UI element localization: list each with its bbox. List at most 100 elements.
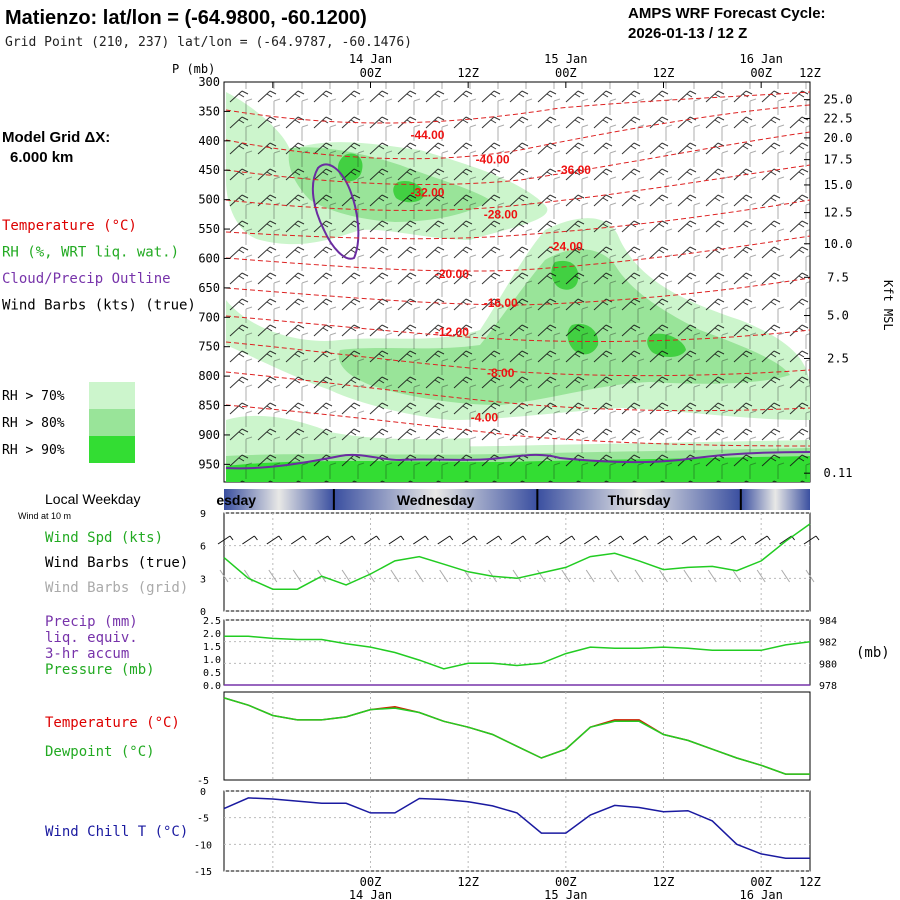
wind-barb-grid bbox=[463, 569, 473, 583]
height-tick-label: 12.5 bbox=[824, 206, 853, 220]
height-tick-label: 7.5 bbox=[827, 270, 849, 284]
isotherm-label: -8.00 bbox=[487, 366, 515, 380]
forecast-label: AMPS WRF Forecast Cycle: bbox=[628, 5, 826, 22]
pressure-tick-label: 980 bbox=[819, 659, 837, 670]
wind-speed-line bbox=[223, 523, 811, 590]
bottom-hour-label: 12Z bbox=[457, 875, 479, 889]
bottom-hour-label: 00Z bbox=[750, 875, 772, 889]
height-tick-label: 20.0 bbox=[824, 131, 853, 145]
wind-barb-grid bbox=[561, 569, 571, 583]
weekday-band bbox=[740, 489, 810, 510]
wind-chill-line bbox=[223, 797, 810, 859]
panel-label: Wind Spd (kts) bbox=[45, 530, 163, 546]
top-time-axis: 00Z 12Z 00Z 12Z 00Z 12Z 14 Jan 15 Jan 16 Jan bbox=[349, 52, 821, 80]
wind-barb-grid bbox=[781, 569, 790, 583]
pressure-tick-label: 982 bbox=[819, 638, 837, 649]
bottom-hour-label: 00Z bbox=[360, 875, 382, 889]
precip-tick-label: 1.0 bbox=[203, 655, 221, 666]
forecast-cycle: 2026-01-13 / 12 Z bbox=[628, 25, 747, 42]
isotherm-label: -40.00 bbox=[476, 153, 510, 167]
pressure-axis-label: P (mb) bbox=[172, 62, 215, 76]
weekday-band bbox=[537, 489, 741, 510]
wind-barb-grid bbox=[634, 569, 644, 583]
height-tick-label: 15.0 bbox=[824, 178, 853, 192]
bottom-hour-label: 12Z bbox=[799, 875, 821, 889]
weekday-band bbox=[224, 489, 334, 510]
pressure-tick-label: 550 bbox=[198, 222, 220, 236]
wind-barb bbox=[364, 535, 380, 545]
panel-label: Pressure (mb) bbox=[45, 662, 155, 678]
wind-barb bbox=[461, 535, 478, 545]
height-tick-label: 17.5 bbox=[824, 153, 853, 167]
cross-section-legend: Temperature (°C) RH (%, WRT liq. wat.) Clo… bbox=[2, 218, 196, 314]
isotherm-label: -16.00 bbox=[484, 296, 518, 310]
panel-label: Wind Barbs (true) bbox=[45, 555, 188, 571]
rh-label: RH > 90% bbox=[2, 443, 65, 458]
wind-barb bbox=[413, 535, 429, 545]
height-tick-label: 5.0 bbox=[827, 309, 849, 323]
precip-tick-label: 0.5 bbox=[203, 668, 221, 679]
height-tick-label: 0.11 bbox=[824, 466, 853, 480]
legend-item: Temperature (°C) bbox=[2, 218, 137, 234]
top-hour-label: 00Z bbox=[360, 66, 382, 80]
panel-frame bbox=[223, 512, 811, 612]
weekday-band bbox=[333, 489, 538, 510]
pressure-unit: (mb) bbox=[856, 645, 890, 661]
isotherm-label: -28.00 bbox=[484, 207, 518, 221]
wind-barb bbox=[217, 535, 234, 545]
bottom-time-axis: 00Z 12Z 00Z 12Z 00Z 12Z 14 Jan 15 Jan 16 Jan bbox=[349, 875, 821, 900]
isotherm-label: -4.00 bbox=[471, 410, 499, 424]
isotherm-label: -44.00 bbox=[410, 128, 444, 142]
wind-barb-grid bbox=[659, 569, 668, 583]
wind-barb bbox=[559, 535, 576, 545]
grid-point: Grid Point (210, 237) lat/lon = (-64.978… bbox=[5, 35, 412, 50]
pressure-tick-label: 350 bbox=[198, 104, 220, 118]
wind-barb-grid bbox=[292, 569, 302, 583]
wind-barb-grid bbox=[341, 569, 351, 583]
pressure-tick-label: 950 bbox=[198, 457, 220, 471]
wind-barb-grid bbox=[512, 569, 522, 583]
panel-label: 3-hr accum bbox=[45, 646, 129, 662]
height-tick-label: 25.0 bbox=[824, 93, 853, 107]
wind-barb-grid bbox=[805, 569, 815, 583]
wind-chill-panel: 0 -5 -10 -15 Wind Chill T (°C) bbox=[45, 787, 811, 878]
station-title: Matienzo: lat/lon = (-64.9800, -60.1200) bbox=[5, 7, 367, 29]
top-date-label: 14 Jan bbox=[349, 52, 392, 66]
wind-barb-grid bbox=[732, 569, 742, 583]
weekday-strip: esday Wednesday Thursday bbox=[216, 489, 810, 510]
pressure-tick-label: 300 bbox=[198, 75, 220, 89]
wind-note: Wind at 10 m bbox=[18, 511, 71, 521]
top-hour-label: 12Z bbox=[653, 66, 675, 80]
model-grid-value: 6.000 km bbox=[10, 149, 73, 166]
rh-swatch bbox=[89, 409, 135, 436]
wind-barb-grid bbox=[756, 569, 766, 583]
panel-label: Wind Barbs (grid) bbox=[45, 580, 188, 596]
isotherm-label: -24.00 bbox=[549, 240, 583, 254]
precip-tick-label: 1.5 bbox=[203, 642, 221, 653]
wind-barb bbox=[510, 535, 527, 545]
wind-tick-label: 3 bbox=[200, 574, 206, 585]
height-axis-label: Kft MSL bbox=[881, 280, 895, 331]
wind-tick-label: 0 bbox=[200, 607, 206, 618]
precip-tick-label: 2.5 bbox=[203, 616, 221, 627]
height-tick-label: 22.5 bbox=[824, 111, 853, 125]
wind-barb-grid bbox=[390, 569, 400, 583]
rh-label: RH > 80% bbox=[2, 416, 65, 431]
pressure-tick-label: 984 bbox=[819, 616, 837, 627]
pressure-tick-label: 978 bbox=[819, 681, 837, 692]
wind-barb-grid bbox=[610, 569, 620, 583]
legend-item: Wind Barbs (kts) (true) bbox=[2, 298, 196, 314]
precip-tick-label: 2.0 bbox=[203, 629, 221, 640]
top-hour-label: 00Z bbox=[555, 66, 577, 80]
wind-tick-label: 6 bbox=[200, 542, 206, 553]
pressure-tick-label: 750 bbox=[198, 340, 220, 354]
panel-label: liq. equiv. bbox=[45, 630, 138, 646]
pressure-tick-label: 650 bbox=[198, 281, 220, 295]
rh-shading bbox=[224, 82, 810, 482]
wind-barb bbox=[290, 535, 307, 545]
legend-item: Cloud/Precip Outline bbox=[2, 271, 171, 287]
wind-barb bbox=[486, 535, 502, 545]
rh-swatch bbox=[89, 436, 135, 463]
pressure-tick-label: 400 bbox=[198, 134, 220, 148]
